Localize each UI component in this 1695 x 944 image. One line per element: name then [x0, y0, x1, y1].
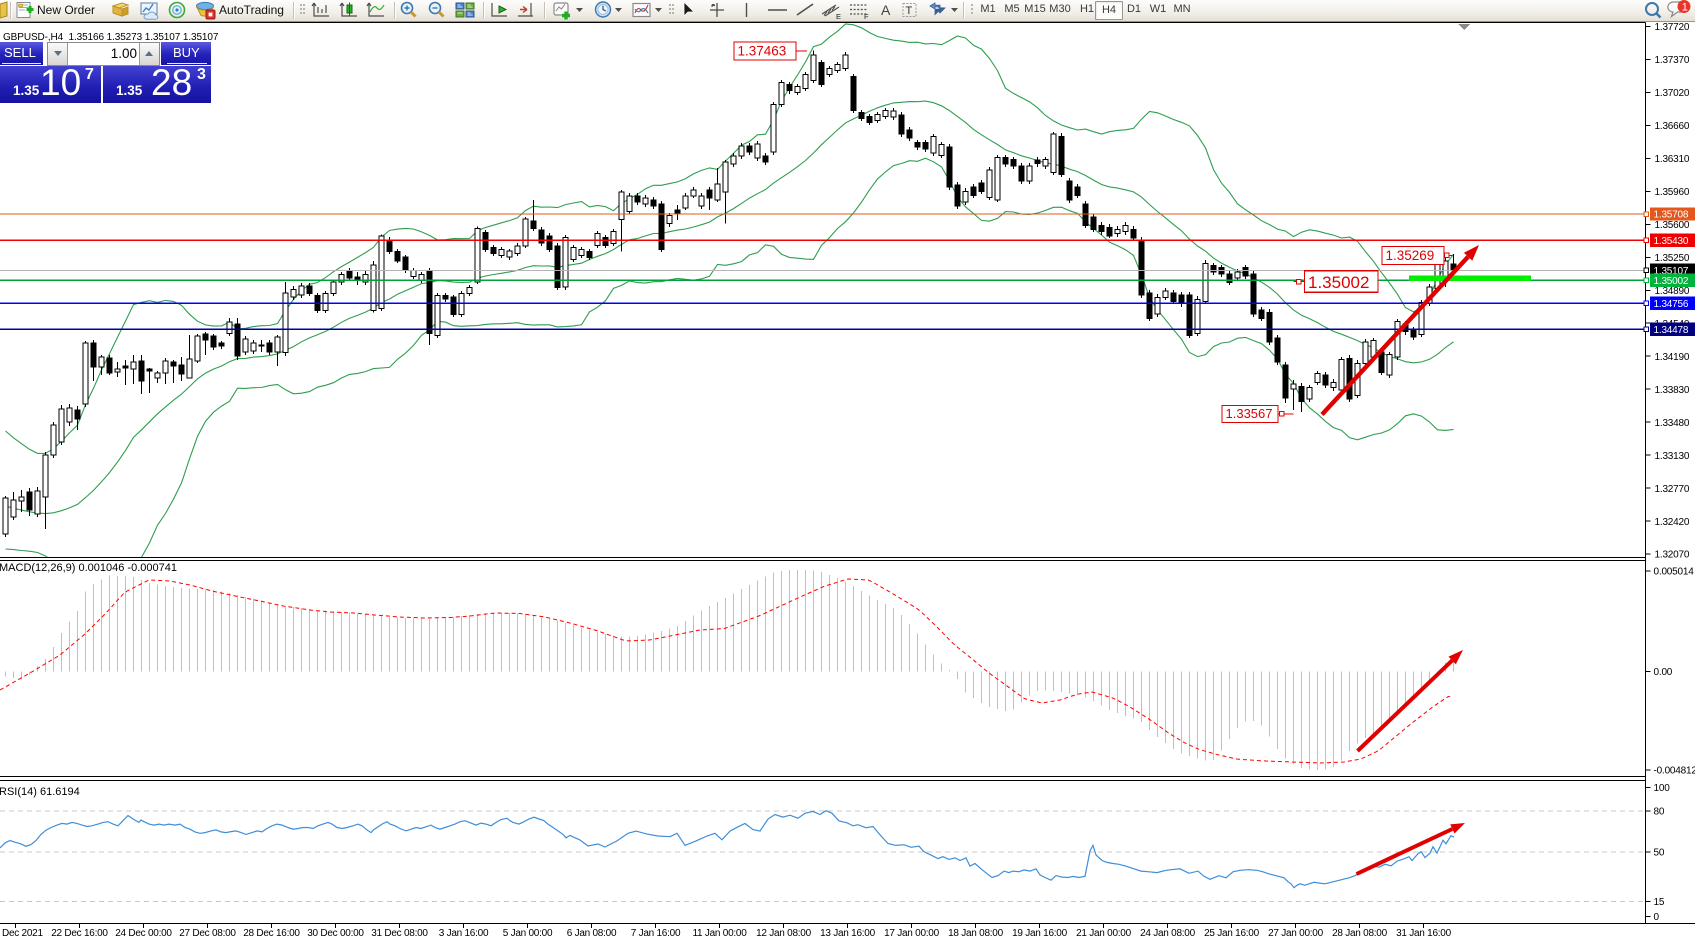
svg-text:12 Jan 08:00: 12 Jan 08:00	[756, 928, 812, 939]
svg-text:30 Dec 00:00: 30 Dec 00:00	[307, 928, 364, 939]
svg-text:50: 50	[1654, 848, 1665, 859]
svg-text:1.35708: 1.35708	[1654, 210, 1689, 221]
svg-text:GBPUSD-,H4 1.35166 1.35273 1.: GBPUSD-,H4 1.35166 1.35273 1.35107 1.351…	[3, 32, 219, 43]
svg-text:1.34756: 1.34756	[1654, 299, 1689, 310]
svg-text:1.37370: 1.37370	[1655, 55, 1690, 66]
svg-text:F: F	[864, 12, 869, 21]
svg-text:1.34890: 1.34890	[1655, 286, 1690, 297]
svg-text:7 Jan 16:00: 7 Jan 16:00	[631, 928, 681, 939]
svg-text:24 Dec 00:00: 24 Dec 00:00	[115, 928, 172, 939]
svg-text:25 Jan 16:00: 25 Jan 16:00	[1204, 928, 1260, 939]
svg-text:1.35002: 1.35002	[1308, 273, 1369, 292]
svg-text:28 Dec 16:00: 28 Dec 16:00	[243, 928, 300, 939]
svg-text:1.36310: 1.36310	[1655, 154, 1690, 165]
svg-text:0.00: 0.00	[1654, 667, 1673, 678]
svg-text:22 Dec 16:00: 22 Dec 16:00	[51, 928, 108, 939]
svg-text:0: 0	[1654, 912, 1660, 923]
svg-text:1.35107: 1.35107	[1654, 266, 1689, 277]
svg-text:Dec 2021: Dec 2021	[2, 928, 43, 939]
svg-text:1.35002: 1.35002	[1654, 276, 1689, 287]
svg-text:1.36660: 1.36660	[1655, 121, 1690, 132]
svg-text:1.34190: 1.34190	[1655, 352, 1690, 363]
svg-text:18 Jan 08:00: 18 Jan 08:00	[948, 928, 1004, 939]
svg-text:1.33567: 1.33567	[1226, 406, 1273, 421]
svg-text:E: E	[836, 12, 841, 21]
svg-text:1.37020: 1.37020	[1655, 88, 1690, 99]
svg-text:21 Jan 00:00: 21 Jan 00:00	[1076, 928, 1132, 939]
svg-text:3 Jan 16:00: 3 Jan 16:00	[439, 928, 489, 939]
svg-text:27 Dec 08:00: 27 Dec 08:00	[179, 928, 236, 939]
svg-text:80: 80	[1654, 807, 1665, 818]
svg-text:1.35600: 1.35600	[1655, 220, 1690, 231]
svg-text:-0.004812: -0.004812	[1654, 766, 1695, 777]
svg-text:0.005014: 0.005014	[1654, 567, 1695, 578]
svg-text:1.32420: 1.32420	[1655, 517, 1690, 528]
svg-text:19 Jan 16:00: 19 Jan 16:00	[1012, 928, 1068, 939]
svg-text:1.32070: 1.32070	[1655, 550, 1690, 561]
svg-text:1.35960: 1.35960	[1655, 187, 1690, 198]
svg-text:1.33480: 1.33480	[1655, 418, 1690, 429]
svg-text:11 Jan 00:00: 11 Jan 00:00	[692, 928, 747, 939]
svg-text:24 Jan 08:00: 24 Jan 08:00	[1140, 928, 1196, 939]
svg-text:31 Dec 08:00: 31 Dec 08:00	[371, 928, 428, 939]
svg-text:1.37463: 1.37463	[738, 44, 787, 59]
svg-text:T: T	[906, 5, 913, 17]
svg-text:1.34478: 1.34478	[1654, 325, 1689, 336]
svg-text:100: 100	[1654, 783, 1671, 794]
svg-text:1.32770: 1.32770	[1655, 484, 1690, 495]
svg-text:1.35250: 1.35250	[1655, 253, 1690, 264]
svg-text:5 Jan 00:00: 5 Jan 00:00	[503, 928, 553, 939]
svg-text:15: 15	[1654, 897, 1665, 908]
svg-text:1.35430: 1.35430	[1654, 236, 1689, 247]
svg-text:6 Jan 08:00: 6 Jan 08:00	[567, 928, 617, 939]
svg-text:1.33830: 1.33830	[1655, 385, 1690, 396]
svg-text:28 Jan 08:00: 28 Jan 08:00	[1332, 928, 1388, 939]
svg-text:MACD(12,26,9) 0.001046 -0.0007: MACD(12,26,9) 0.001046 -0.000741	[0, 562, 177, 574]
svg-text:27 Jan 00:00: 27 Jan 00:00	[1268, 928, 1324, 939]
svg-text:1.37720: 1.37720	[1655, 22, 1690, 33]
svg-text:1.33130: 1.33130	[1655, 451, 1690, 462]
svg-text:1: 1	[1682, 2, 1688, 14]
svg-text:17 Jan 00:00: 17 Jan 00:00	[884, 928, 940, 939]
svg-text:31 Jan 16:00: 31 Jan 16:00	[1396, 928, 1452, 939]
svg-text:13 Jan 16:00: 13 Jan 16:00	[820, 928, 876, 939]
svg-text:A: A	[881, 2, 891, 18]
svg-text:1.35269: 1.35269	[1386, 248, 1435, 263]
svg-text:RSI(14) 61.6194: RSI(14) 61.6194	[0, 786, 80, 798]
